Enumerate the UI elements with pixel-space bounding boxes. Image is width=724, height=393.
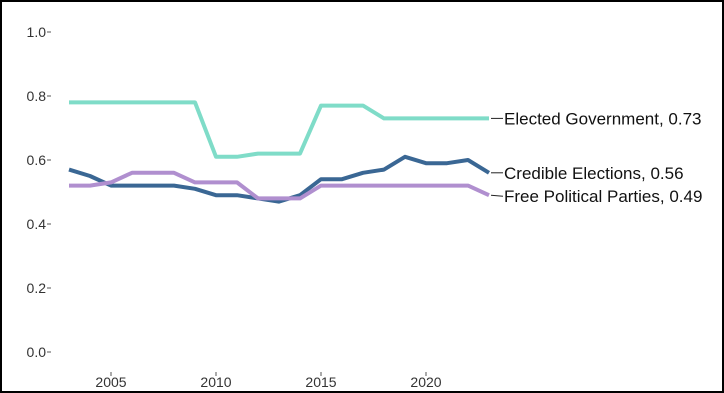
- series-end-label: Credible Elections, 0.56: [504, 164, 684, 183]
- y-tick-label: 0.2: [27, 280, 47, 296]
- series-end-label: Free Political Parties, 0.49: [504, 187, 702, 206]
- y-tick-label: 0.6: [27, 152, 47, 168]
- y-tick-label: 0.8: [27, 88, 47, 104]
- y-tick-label: 0.0: [27, 344, 47, 360]
- x-tick-label: 2015: [305, 374, 336, 390]
- end-labels: Elected Government, 0.73 Credible Electio…: [490, 109, 702, 206]
- y-tick-label: 0.4: [27, 216, 47, 232]
- axes: 0.0 0.2 0.4 0.6 0.8 1.0 2005 2010 2015 2020: [27, 24, 442, 390]
- series-line-credible-elections: [68, 154, 491, 204]
- y-tick-label: 1.0: [27, 24, 47, 40]
- label-leader: [490, 194, 504, 197]
- x-tick-label: 2005: [95, 374, 126, 390]
- x-tick-label: 2020: [410, 374, 441, 390]
- series-line-free-political-parties: [69, 170, 490, 201]
- series-end-label: Elected Government, 0.73: [504, 109, 702, 128]
- x-tick-label: 2010: [200, 374, 231, 390]
- series-line-elected-government: [69, 100, 489, 159]
- series-lines: [68, 100, 491, 204]
